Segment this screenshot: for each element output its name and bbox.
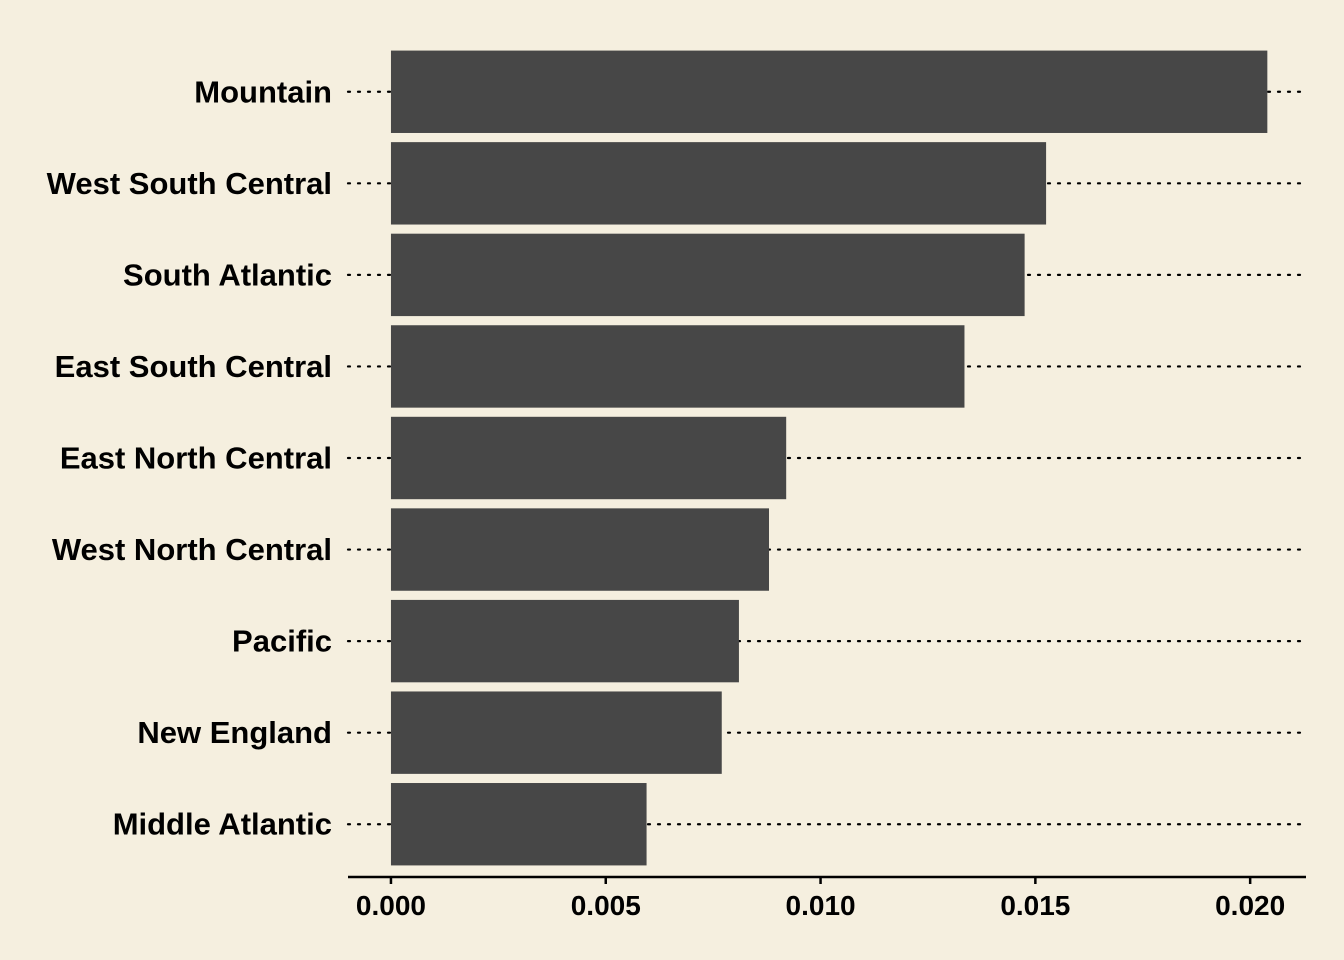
category-label-middle-atlantic: Middle Atlantic [113, 807, 332, 842]
bar-south-atlantic [390, 233, 1025, 317]
category-label-east-north-central: East North Central [60, 441, 332, 476]
x-tick-label: 0.005 [571, 890, 641, 921]
x-tick-label: 0.000 [356, 890, 426, 921]
category-label-south-atlantic: South Atlantic [123, 257, 332, 292]
bar-west-north-central [390, 508, 770, 591]
bar-mountain [390, 50, 1268, 133]
category-label-east-south-central: East South Central [55, 349, 332, 384]
category-label-new-england: New England [137, 715, 332, 750]
category-label-mountain: Mountain [194, 74, 332, 109]
bar-west-south-central [390, 142, 1047, 225]
x-axis-ticks: 0.000 0.005 0.010 0.015 0.020 [356, 877, 1285, 921]
bar-middle-atlantic [390, 783, 647, 866]
bar-east-south-central [390, 325, 965, 408]
bar-pacific [390, 599, 739, 683]
x-tick-label: 0.020 [1215, 890, 1285, 921]
bars [390, 50, 1268, 866]
category-label-west-south-central: West South Central [47, 166, 332, 201]
category-label-pacific: Pacific [232, 624, 332, 659]
x-tick-label: 0.010 [786, 890, 856, 921]
category-label-west-north-central: West North Central [52, 532, 332, 567]
bar-east-north-central [390, 416, 787, 500]
category-labels: Mountain West South Central South Atlantic… [47, 74, 332, 841]
bar-new-england [390, 691, 722, 774]
x-tick-label: 0.015 [1000, 890, 1070, 921]
